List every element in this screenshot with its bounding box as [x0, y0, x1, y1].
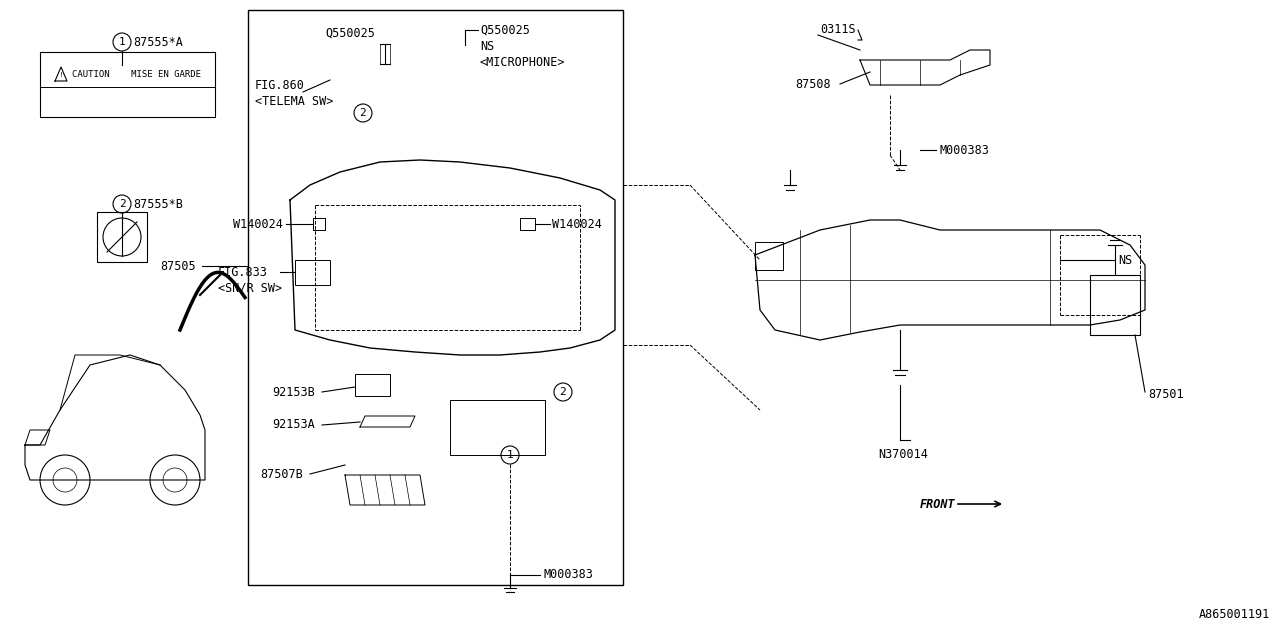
Text: Q550025: Q550025: [480, 24, 530, 36]
Text: CAUTION    MISE EN GARDE: CAUTION MISE EN GARDE: [72, 70, 201, 79]
Bar: [40, 52, 215, 117]
Text: 2: 2: [119, 199, 125, 209]
Bar: [1091, 275, 1140, 335]
Text: Q550025: Q550025: [325, 26, 375, 40]
Text: M000383: M000383: [543, 568, 593, 582]
Bar: [451, 400, 545, 455]
Text: 92153B: 92153B: [273, 385, 315, 399]
Text: NS: NS: [480, 40, 494, 52]
Text: FIG.860: FIG.860: [255, 79, 305, 92]
Text: N370014: N370014: [878, 447, 928, 461]
Text: 87555*A: 87555*A: [133, 35, 183, 49]
Text: 2: 2: [360, 108, 366, 118]
Text: FIG.833: FIG.833: [218, 266, 268, 278]
Text: 1: 1: [507, 450, 513, 460]
Text: 87508: 87508: [795, 77, 831, 90]
Text: 0311S: 0311S: [820, 22, 855, 35]
Text: NS: NS: [1117, 253, 1133, 266]
Text: <TELEMA SW>: <TELEMA SW>: [255, 95, 333, 108]
Bar: [755, 242, 783, 270]
Text: A865001191: A865001191: [1199, 609, 1270, 621]
Text: <MICROPHONE>: <MICROPHONE>: [480, 56, 566, 68]
Bar: [355, 374, 390, 396]
Text: 87555*B: 87555*B: [133, 198, 183, 211]
Bar: [294, 260, 330, 285]
Text: 92153A: 92153A: [273, 419, 315, 431]
Text: W140024: W140024: [233, 218, 283, 230]
Text: 87507B: 87507B: [260, 467, 303, 481]
Bar: [248, 10, 623, 585]
Text: FRONT: FRONT: [920, 497, 956, 511]
Text: W140024: W140024: [552, 218, 602, 230]
Text: M000383: M000383: [940, 143, 989, 157]
Text: 1: 1: [119, 37, 125, 47]
Text: 87505: 87505: [160, 259, 196, 273]
Text: 87501: 87501: [1148, 388, 1184, 401]
Text: <SN/R SW>: <SN/R SW>: [218, 282, 282, 294]
Bar: [97, 212, 147, 262]
Text: !: !: [60, 72, 63, 78]
Text: 2: 2: [559, 387, 566, 397]
